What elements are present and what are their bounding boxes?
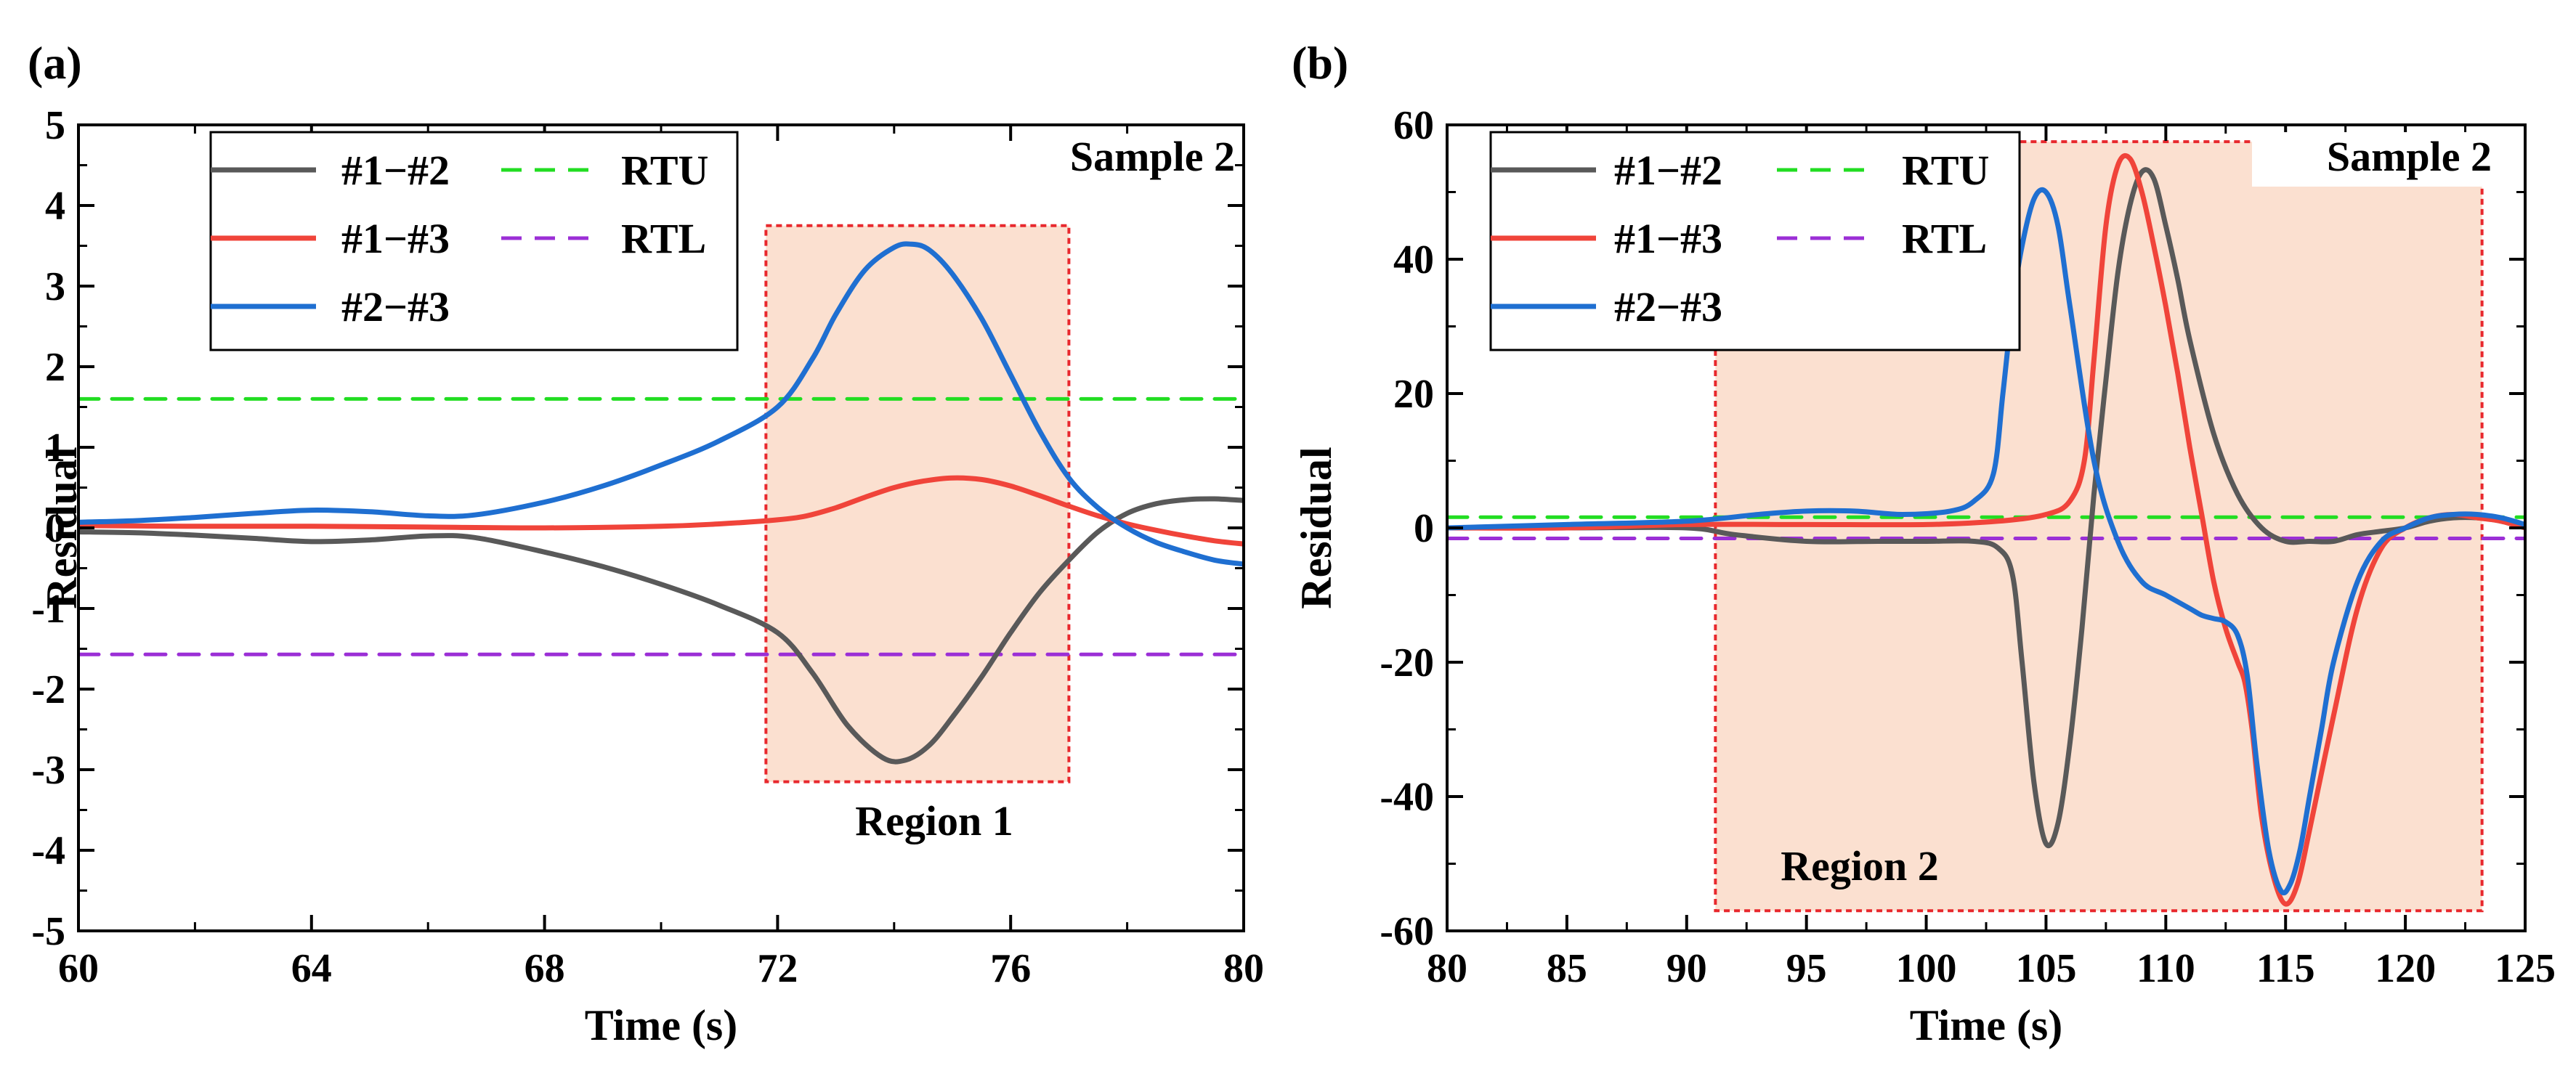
- legend-label: RTL: [1902, 215, 1987, 262]
- x-tick-label: 85: [1547, 946, 1587, 991]
- legend: #1−#2 RTU #1−#3 RTL #2−#3: [209, 131, 739, 351]
- sample-label: Sample 2: [2327, 133, 2492, 180]
- x-tick-label: 110: [2136, 946, 2195, 991]
- series-line-1-2: [78, 496, 1244, 765]
- y-tick-label: 0: [45, 506, 65, 551]
- x-axis-title: Time (s): [1910, 1001, 2063, 1049]
- legend-label: #2−#3: [341, 283, 450, 330]
- y-tick-label: 40: [1393, 237, 1434, 282]
- y-tick-label: 20: [1393, 372, 1434, 417]
- legend-label: #1−#3: [1614, 215, 1722, 262]
- region-label: Region 1: [855, 797, 1013, 844]
- chart-panel-a: 60 64 68 72 76 80 -5 -4 -3 -2 -1 0 1 2 3 4 5 Time (s) Resi…: [28, 37, 1264, 1049]
- sample-label-bg: [2252, 132, 2484, 187]
- x-tick-label: 60: [58, 946, 99, 991]
- y-tick-label: 60: [1393, 103, 1434, 148]
- panel-label: (a): [28, 37, 82, 89]
- legend-label: #1−#2: [341, 147, 450, 194]
- x-tick-label: 100: [1896, 946, 1957, 991]
- y-tick-label: -60: [1380, 909, 1434, 954]
- legend-label: #1−#2: [1614, 147, 1722, 194]
- region-label: Region 2: [1781, 842, 1939, 889]
- y-tick-label: -40: [1380, 775, 1434, 820]
- x-axis-title: Time (s): [585, 1001, 738, 1049]
- panel-label: (b): [1292, 37, 1348, 89]
- x-tick-label: 95: [1786, 946, 1827, 991]
- x-tick-label: 115: [2256, 946, 2315, 991]
- y-tick-label: 3: [45, 264, 65, 309]
- y-tick-label: -5: [31, 909, 65, 954]
- legend-label: #1−#3: [341, 215, 450, 262]
- y-axis-title: Residual: [38, 447, 86, 608]
- legend-label: RTL: [621, 215, 706, 262]
- x-tick-label: 125: [2495, 946, 2556, 991]
- series-line-2-3: [78, 241, 1244, 567]
- sample-label: Sample 2: [1070, 133, 1235, 180]
- x-tick-label: 80: [1223, 946, 1264, 991]
- x-tick-label: 68: [524, 946, 565, 991]
- legend-label: #2−#3: [1614, 283, 1722, 330]
- series-line-1-3: [1447, 152, 2525, 907]
- series-group: [1447, 152, 2525, 907]
- series-line-2-3: [1447, 187, 2525, 896]
- series-line-1-2: [1447, 167, 2525, 849]
- y-tick-label: -3: [31, 748, 65, 793]
- series-group: [78, 241, 1244, 765]
- x-tick-label: 120: [2375, 946, 2436, 991]
- chart-panel-b: 80 85 90 95 100 105 110 115 120 125 -60 -40 -20 0 20 40…: [1292, 37, 2556, 1049]
- y-tick-label: 4: [45, 184, 65, 229]
- x-tick-label: 72: [757, 946, 798, 991]
- legend-label: RTU: [1902, 147, 1989, 194]
- y-tick-label: 0: [1414, 506, 1434, 551]
- legend: #1−#2 RTU #1−#3 RTL #2−#3: [1489, 131, 2021, 351]
- y-axis-title: Residual: [1292, 447, 1340, 608]
- legend-label: RTU: [621, 147, 708, 194]
- x-tick-label: 80: [1427, 946, 1467, 991]
- x-tick-label: 64: [291, 946, 332, 991]
- y-tick-label: 2: [45, 345, 65, 390]
- x-tick-label: 90: [1666, 946, 1707, 991]
- x-tick-label: 76: [990, 946, 1031, 991]
- y-tick-label: -4: [31, 829, 65, 874]
- y-tick-label: -20: [1380, 640, 1434, 685]
- y-tick-label: -2: [31, 667, 65, 712]
- y-tick-label: -1: [31, 587, 65, 632]
- y-tick-label: 5: [45, 103, 65, 148]
- x-tick-label: 105: [2015, 946, 2076, 991]
- y-tick-label: 1: [45, 426, 65, 471]
- region-box: [764, 224, 1071, 783]
